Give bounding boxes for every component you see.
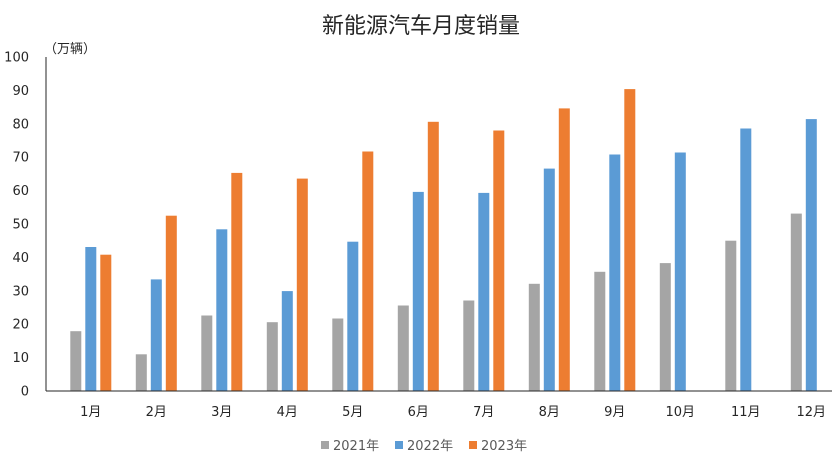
bar-2023年-5月: [362, 151, 374, 391]
x-tick-label: 2月: [146, 405, 167, 420]
y-tick-label: 10: [12, 351, 29, 366]
y-axis-unit-label: （万辆）: [44, 42, 96, 57]
x-tick-label: 1月: [80, 405, 101, 420]
y-tick-label: 60: [12, 184, 29, 199]
legend-swatch-2022年: [395, 441, 403, 449]
y-tick-label: 20: [12, 318, 29, 333]
bar-2023年-1月: [100, 254, 112, 391]
bar-2022年-3月: [216, 229, 228, 391]
chart-title: 新能源汽车月度销量: [322, 14, 520, 39]
y-tick-label: 50: [12, 218, 29, 233]
x-tick-label: 8月: [539, 405, 560, 420]
x-tick-label: 7月: [473, 405, 494, 420]
x-tick-label: 11月: [731, 405, 761, 420]
y-tick-label: 80: [12, 117, 29, 132]
x-tick-label: 10月: [665, 405, 695, 420]
bar-2021年-10月: [659, 263, 671, 391]
bar-2023年-3月: [231, 172, 243, 391]
bar-2021年-4月: [266, 322, 278, 391]
bar-2021年-9月: [594, 271, 606, 391]
legend-label-2023年: 2023年: [481, 439, 527, 454]
y-tick-label: 100: [4, 51, 29, 66]
plot-area: [70, 89, 817, 392]
bar-2021年-2月: [135, 354, 147, 391]
bar-2022年-12月: [805, 119, 817, 391]
legend-label-2021年: 2021年: [333, 439, 379, 454]
y-tick-label: 40: [12, 251, 29, 266]
x-axis: 1月 2月 3月 4月 5月 6月 7月 8月 9月 10月 11月 12月: [80, 405, 826, 420]
bar-2022年-9月: [609, 154, 621, 391]
bar-2022年-10月: [674, 152, 686, 391]
x-tick-label: 6月: [408, 405, 429, 420]
bar-2023年-4月: [296, 178, 308, 391]
bar-2021年-5月: [332, 318, 344, 391]
bar-2022年-7月: [478, 192, 490, 391]
bar-2021年-1月: [70, 331, 82, 391]
y-tick-label: 90: [12, 84, 29, 99]
bar-2021年-12月: [790, 213, 802, 391]
bar-2022年-8月: [543, 168, 555, 391]
legend-swatch-2021年: [321, 441, 329, 449]
bar-2023年-7月: [493, 130, 505, 391]
x-tick-label: 12月: [796, 405, 826, 420]
bar-2022年-4月: [281, 291, 293, 391]
bar-2022年-5月: [347, 241, 359, 391]
legend-label-2022年: 2022年: [407, 439, 453, 454]
bar-2023年-8月: [558, 108, 570, 392]
x-tick-label: 9月: [604, 405, 625, 420]
y-tick-label: 30: [12, 284, 29, 299]
y-tick-label: 0: [21, 385, 29, 400]
bar-2021年-6月: [397, 305, 409, 391]
bar-2023年-6月: [427, 121, 439, 392]
x-tick-label: 5月: [342, 405, 363, 420]
bar-2022年-11月: [740, 128, 752, 391]
legend-swatch-2023年: [469, 441, 477, 449]
bar-2023年-9月: [624, 89, 636, 391]
y-axis: 0 10 20 30 40 50 60 70 80 90 100: [4, 51, 47, 400]
bar-2023年-2月: [165, 215, 177, 391]
bar-2022年-2月: [150, 279, 162, 391]
x-tick-label: 3月: [211, 405, 232, 420]
legend: 2021年 2022年 2023年: [321, 439, 527, 454]
bar-2022年-6月: [412, 191, 424, 391]
bar-2021年-3月: [201, 315, 213, 391]
x-tick-label: 4月: [277, 405, 298, 420]
bar-2021年-7月: [463, 300, 475, 391]
bar-2021年-11月: [725, 240, 737, 391]
bar-2022年-1月: [85, 247, 97, 391]
bar-2021年-8月: [528, 283, 540, 391]
y-tick-label: 70: [12, 151, 29, 166]
